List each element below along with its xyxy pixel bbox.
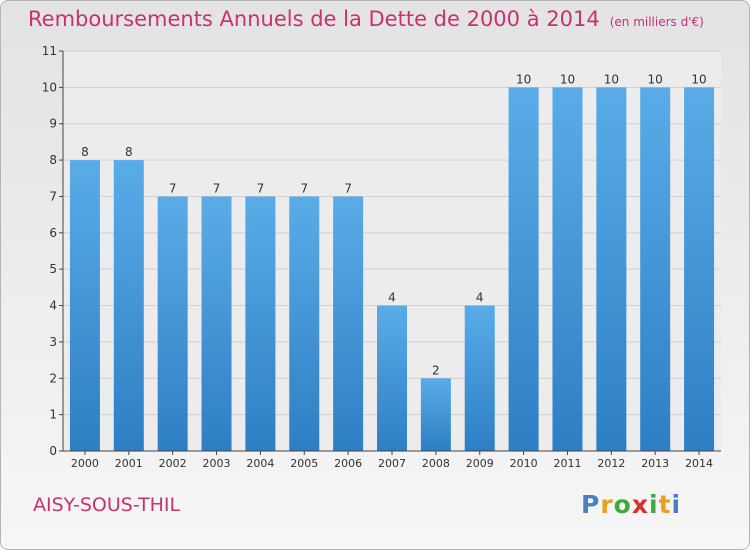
x-tick-label: 2011: [553, 457, 581, 470]
y-tick-label: 4: [49, 299, 57, 313]
x-tick-label: 2000: [71, 457, 99, 470]
x-tick-label: 2010: [510, 457, 538, 470]
data-label: 7: [213, 181, 221, 195]
x-tick-label: 2012: [597, 457, 625, 470]
logo-letter: x: [631, 490, 649, 519]
data-label: 10: [691, 72, 706, 86]
logo-letter: r: [600, 490, 614, 519]
logo-letter: o: [613, 490, 632, 519]
bar: [333, 196, 364, 451]
y-tick-label: 0: [49, 444, 57, 458]
x-tick-label: 2001: [115, 457, 143, 470]
x-tick-label: 2003: [203, 457, 231, 470]
y-tick-label: 9: [49, 117, 57, 131]
data-label: 10: [604, 72, 619, 86]
data-label: 7: [257, 181, 265, 195]
x-tick-label: 2009: [466, 457, 494, 470]
y-tick-label: 7: [49, 189, 57, 203]
x-tick-label: 2007: [378, 457, 406, 470]
logo-letter: P: [581, 490, 601, 519]
bar: [552, 87, 583, 451]
data-label: 10: [648, 72, 663, 86]
y-tick-label: 11: [42, 44, 57, 58]
bar: [289, 196, 320, 451]
y-tick-label: 1: [49, 408, 57, 422]
data-label: 8: [81, 145, 89, 159]
bar: [245, 196, 276, 451]
unit-label: (en milliers d'€): [609, 15, 704, 29]
bar: [113, 160, 144, 451]
data-label: 10: [516, 72, 531, 86]
bar: [420, 378, 451, 451]
y-tick-label: 5: [49, 262, 57, 276]
x-tick-label: 2014: [685, 457, 713, 470]
data-label: 4: [388, 291, 396, 305]
x-tick-label: 2004: [246, 457, 274, 470]
data-label: 8: [125, 145, 133, 159]
y-tick-label: 10: [42, 80, 57, 94]
x-tick-label: 2002: [159, 457, 187, 470]
bar: [69, 160, 100, 451]
x-tick-label: 2013: [641, 457, 669, 470]
y-tick-label: 3: [49, 335, 57, 349]
chart-title: Remboursements Annuels de la Dette de 20…: [28, 7, 704, 31]
bar: [508, 87, 539, 451]
logo-letter: t: [658, 490, 672, 519]
bar: [157, 196, 188, 451]
logo-letter: i: [671, 490, 682, 519]
y-tick-label: 6: [49, 226, 57, 240]
proxiti-logo: Proxiti: [581, 490, 681, 519]
x-tick-label: 2006: [334, 457, 362, 470]
bar: [596, 87, 627, 451]
data-label: 2: [432, 363, 440, 377]
y-tick-label: 8: [49, 153, 57, 167]
data-label: 7: [344, 181, 352, 195]
bar: [464, 305, 495, 451]
commune-name: AISY-SOUS-THIL: [33, 494, 181, 516]
logo-letter: i: [649, 490, 659, 519]
bar: [377, 305, 407, 451]
data-label: 7: [300, 181, 308, 195]
bar: [684, 87, 715, 451]
title-text: Remboursements Annuels de la Dette de 20…: [28, 7, 600, 31]
y-tick-label: 2: [49, 371, 57, 385]
bar: [201, 196, 232, 451]
data-label: 4: [476, 291, 484, 305]
bar: [640, 87, 671, 451]
x-tick-label: 2008: [422, 457, 450, 470]
data-label: 10: [560, 72, 575, 86]
x-tick-label: 2005: [290, 457, 318, 470]
data-label: 7: [169, 181, 177, 195]
